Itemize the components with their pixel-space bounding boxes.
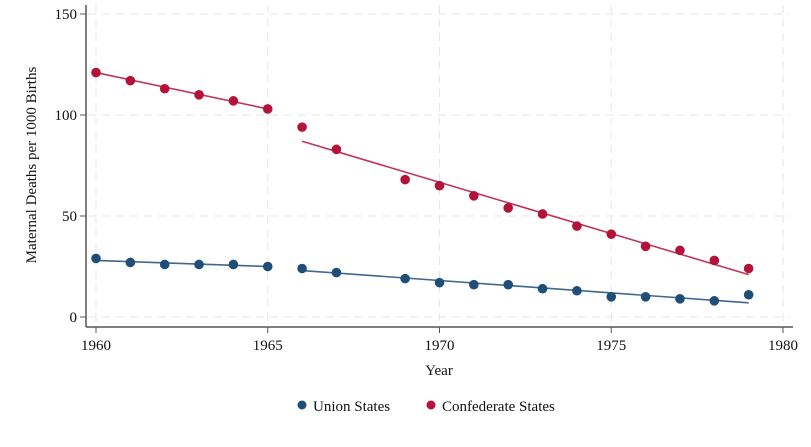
point-confederate (572, 221, 582, 231)
point-confederate (709, 255, 720, 266)
fit-line-confederate (95, 71, 268, 110)
x-tick-label: 1965 (253, 338, 283, 354)
x-tick-label: 1980 (768, 338, 798, 354)
point-confederate (125, 75, 136, 86)
point-confederate (606, 229, 617, 239)
point-confederate (400, 174, 410, 185)
point-union (675, 294, 685, 304)
fit-line-confederate (301, 140, 749, 276)
point-confederate (262, 104, 273, 114)
legend-marker-confederate (426, 400, 436, 410)
point-confederate (537, 209, 548, 219)
point-confederate (469, 191, 479, 201)
legend-marker-union (297, 400, 307, 410)
ticks: 0 50 100 150 1960 1965 1970 1975 1980 (55, 7, 799, 354)
y-tick-label: 0 (70, 310, 78, 326)
point-confederate (159, 83, 170, 94)
point-union (297, 263, 307, 274)
point-union (159, 259, 170, 270)
point-union (640, 292, 651, 302)
x-axis-label: Year (425, 363, 453, 379)
point-union (194, 259, 204, 270)
point-confederate (297, 122, 307, 132)
grid (88, 5, 790, 325)
point-union (91, 253, 101, 264)
point-confederate (434, 180, 445, 191)
point-confederate (675, 245, 685, 256)
point-confederate (194, 90, 204, 100)
point-union (331, 267, 342, 278)
point-union (537, 283, 548, 294)
point-union (606, 292, 617, 302)
point-union (400, 273, 410, 284)
point-confederate (228, 96, 239, 106)
point-confederate (503, 203, 513, 213)
x-tick-label: 1960 (81, 338, 111, 354)
fit-line-union (95, 259, 268, 268)
points (91, 67, 754, 306)
point-union (125, 257, 136, 268)
point-union (434, 277, 445, 288)
y-tick-label: 100 (55, 108, 78, 124)
y-tick-label: 50 (62, 209, 77, 225)
y-tick-label: 150 (55, 7, 78, 23)
legend: Union States Confederate States (297, 399, 555, 415)
legend-label-union: Union States (313, 399, 390, 415)
point-union (503, 279, 513, 290)
fit-line-union (302, 269, 749, 304)
point-union (709, 296, 720, 306)
point-union (228, 259, 239, 270)
point-confederate (743, 263, 754, 274)
fit-lines (95, 71, 749, 304)
point-union (572, 285, 582, 296)
point-union (469, 279, 479, 290)
x-tick-label: 1970 (425, 338, 455, 354)
legend-label-confederate: Confederate States (442, 399, 555, 415)
x-tick-label: 1975 (596, 338, 626, 354)
point-union (743, 289, 754, 300)
point-confederate (640, 241, 651, 252)
point-union (262, 261, 273, 272)
point-confederate (91, 67, 101, 78)
point-confederate (331, 144, 342, 155)
y-axis-label: Maternal Deaths per 1000 Births (24, 67, 40, 264)
